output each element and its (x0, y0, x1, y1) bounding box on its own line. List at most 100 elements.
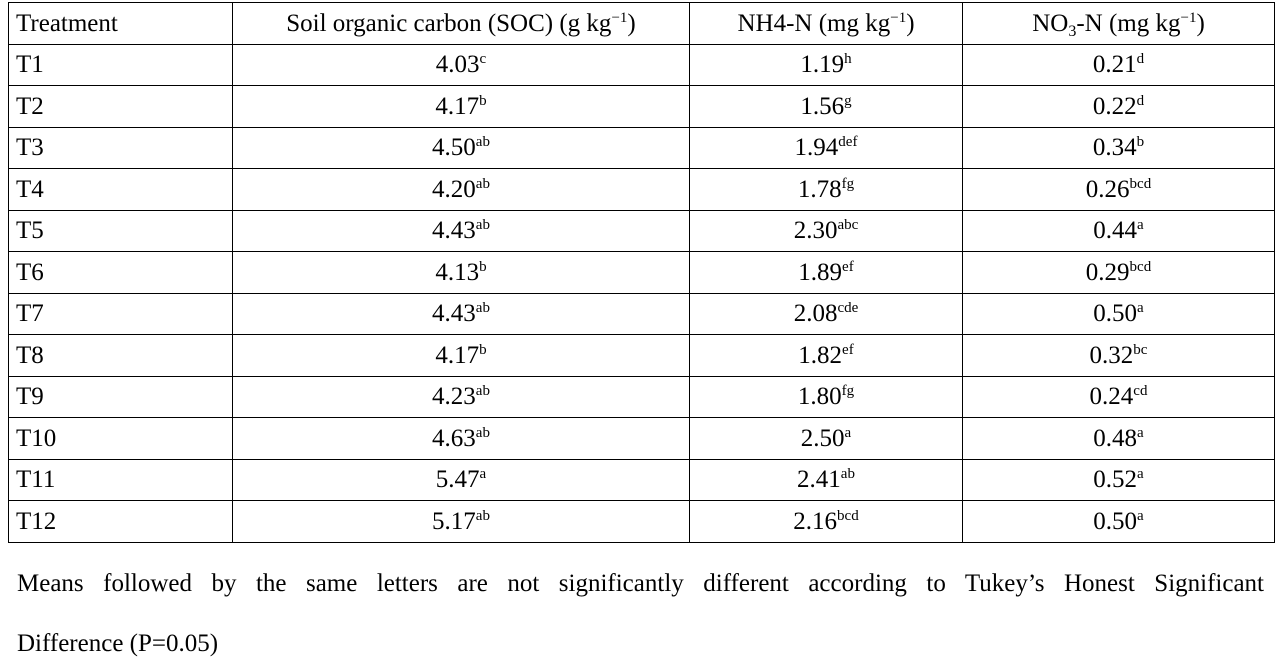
header-no3-n: NO3-N (mg kg−1) (962, 2, 1275, 45)
cell-value: 0.34 (1092, 134, 1137, 162)
cell-treatment: T3 (8, 126, 233, 169)
cell-no3: 0.21d (962, 43, 1275, 86)
cell-soc: 4.17b (232, 85, 690, 128)
table-row: T6 4.13b 1.89ef 0.29bcd (8, 251, 1275, 294)
significance-letters: a (479, 466, 487, 483)
cell-no3: 0.22d (962, 85, 1275, 128)
significance-letters: ef (842, 341, 854, 358)
significance-letters: ef (842, 258, 854, 275)
cell-value: 0.52 (1093, 466, 1138, 494)
cell-soc: 4.17b (232, 334, 690, 377)
significance-letters: cde (837, 300, 859, 317)
cell-treatment: T2 (8, 85, 233, 128)
cell-soc: 4.43ab (232, 292, 690, 335)
cell-value: 0.44 (1093, 217, 1138, 245)
results-table: Treatment Soil organic carbon (SOC) (g k… (8, 2, 1275, 543)
cell-value: 4.43 (432, 217, 476, 245)
significance-letters: c (479, 51, 487, 68)
cell-soc: 5.17ab (232, 500, 690, 543)
table-row: T5 4.43ab 2.30abc 0.44a (8, 209, 1275, 252)
cell-soc: 4.13b (232, 251, 690, 294)
cell-value: 1.56 (800, 92, 845, 120)
significance-letters: ab (475, 383, 490, 400)
cell-treatment: T4 (8, 168, 233, 211)
cell-value: 0.50 (1093, 300, 1138, 328)
significance-letters: ab (475, 507, 490, 524)
cell-value: 4.13 (435, 258, 480, 286)
cell-nh4: 2.30abc (689, 209, 963, 252)
significance-letters: a (1137, 217, 1144, 234)
cell-soc: 4.43ab (232, 209, 690, 252)
table-row: T3 4.50ab 1.94def 0.34b (8, 126, 1275, 169)
significance-letters: g (844, 92, 852, 109)
table-row: T8 4.17b 1.82ef 0.32bc (8, 334, 1275, 377)
significance-letters: ab (475, 175, 490, 192)
cell-value: 1.94 (794, 134, 839, 162)
significance-letters: b (479, 92, 487, 109)
cell-treatment: T1 (8, 43, 233, 86)
cell-treatment: T11 (8, 458, 233, 501)
cell-value: 1.78 (797, 175, 842, 203)
cell-value: 2.50 (800, 424, 845, 452)
cell-value: 0.26 (1085, 175, 1130, 203)
cell-value: 4.23 (432, 383, 476, 411)
cell-value: 0.32 (1089, 341, 1134, 369)
header-nh4-n: NH4-N (mg kg−1) (689, 2, 963, 45)
cell-nh4: 2.16bcd (689, 500, 963, 543)
cell-value: 1.80 (797, 383, 842, 411)
cell-soc: 4.20ab (232, 168, 690, 211)
significance-letters: def (838, 134, 858, 151)
significance-letters: a (1137, 466, 1144, 483)
cell-soc: 4.63ab (232, 417, 690, 460)
cell-value: 5.17 (432, 507, 476, 535)
cell-no3: 0.29bcd (962, 251, 1275, 294)
cell-soc: 4.50ab (232, 126, 690, 169)
cell-value: 4.50 (432, 134, 476, 162)
cell-value: 4.20 (432, 175, 476, 203)
significance-letters: bc (1133, 341, 1148, 358)
cell-no3: 0.50a (962, 292, 1275, 335)
cell-treatment: T9 (8, 375, 233, 418)
significance-letters: cd (1133, 383, 1148, 400)
footnote-line-2: Difference (P=0.05) (17, 630, 219, 657)
cell-soc: 5.47a (232, 458, 690, 501)
significance-letters: d (1136, 92, 1145, 109)
cell-value: 2.16 (793, 507, 838, 535)
cell-nh4: 1.78fg (689, 168, 963, 211)
significance-letters: bcd (1129, 258, 1152, 275)
cell-value: 0.50 (1093, 507, 1138, 535)
significance-letters: d (1136, 51, 1145, 68)
significance-letters: b (1136, 134, 1145, 151)
cell-no3: 0.34b (962, 126, 1275, 169)
significance-letters: a (844, 424, 852, 441)
table-row: T2 4.17b 1.56g 0.22d (8, 85, 1275, 128)
cell-value: 4.17 (435, 341, 480, 369)
footnote-line-1: Means followed by the same letters are n… (17, 570, 1264, 597)
table-row: T4 4.20ab 1.78fg 0.26bcd (8, 168, 1275, 211)
table-row: T1 4.03c 1.19h 0.21d (8, 43, 1275, 86)
table-footnote: Means followed by the same letters are n… (17, 566, 1264, 661)
cell-soc: 4.23ab (232, 375, 690, 418)
cell-nh4: 1.80fg (689, 375, 963, 418)
significance-letters: fg (841, 383, 855, 400)
significance-letters: b (479, 341, 487, 358)
cell-nh4: 2.41ab (689, 458, 963, 501)
cell-value: 0.22 (1092, 92, 1137, 120)
table-row: T9 4.23ab 1.80fg 0.24cd (8, 375, 1275, 418)
table-row: T7 4.43ab 2.08cde 0.50a (8, 292, 1275, 335)
cell-value: 1.82 (798, 341, 843, 369)
cell-nh4: 2.08cde (689, 292, 963, 335)
significance-letters: ab (475, 217, 490, 234)
table-row: T12 5.17ab 2.16bcd 0.50a (8, 500, 1275, 543)
significance-letters: bcd (1129, 175, 1152, 192)
cell-no3: 0.26bcd (962, 168, 1275, 211)
cell-no3: 0.52a (962, 458, 1275, 501)
significance-letters: ab (475, 300, 490, 317)
significance-letters: b (479, 258, 487, 275)
significance-letters: a (1137, 300, 1144, 317)
cell-value: 0.48 (1093, 424, 1138, 452)
cell-no3: 0.50a (962, 500, 1275, 543)
cell-value: 2.30 (793, 217, 838, 245)
cell-treatment: T10 (8, 417, 233, 460)
cell-value: 4.03 (435, 51, 480, 79)
